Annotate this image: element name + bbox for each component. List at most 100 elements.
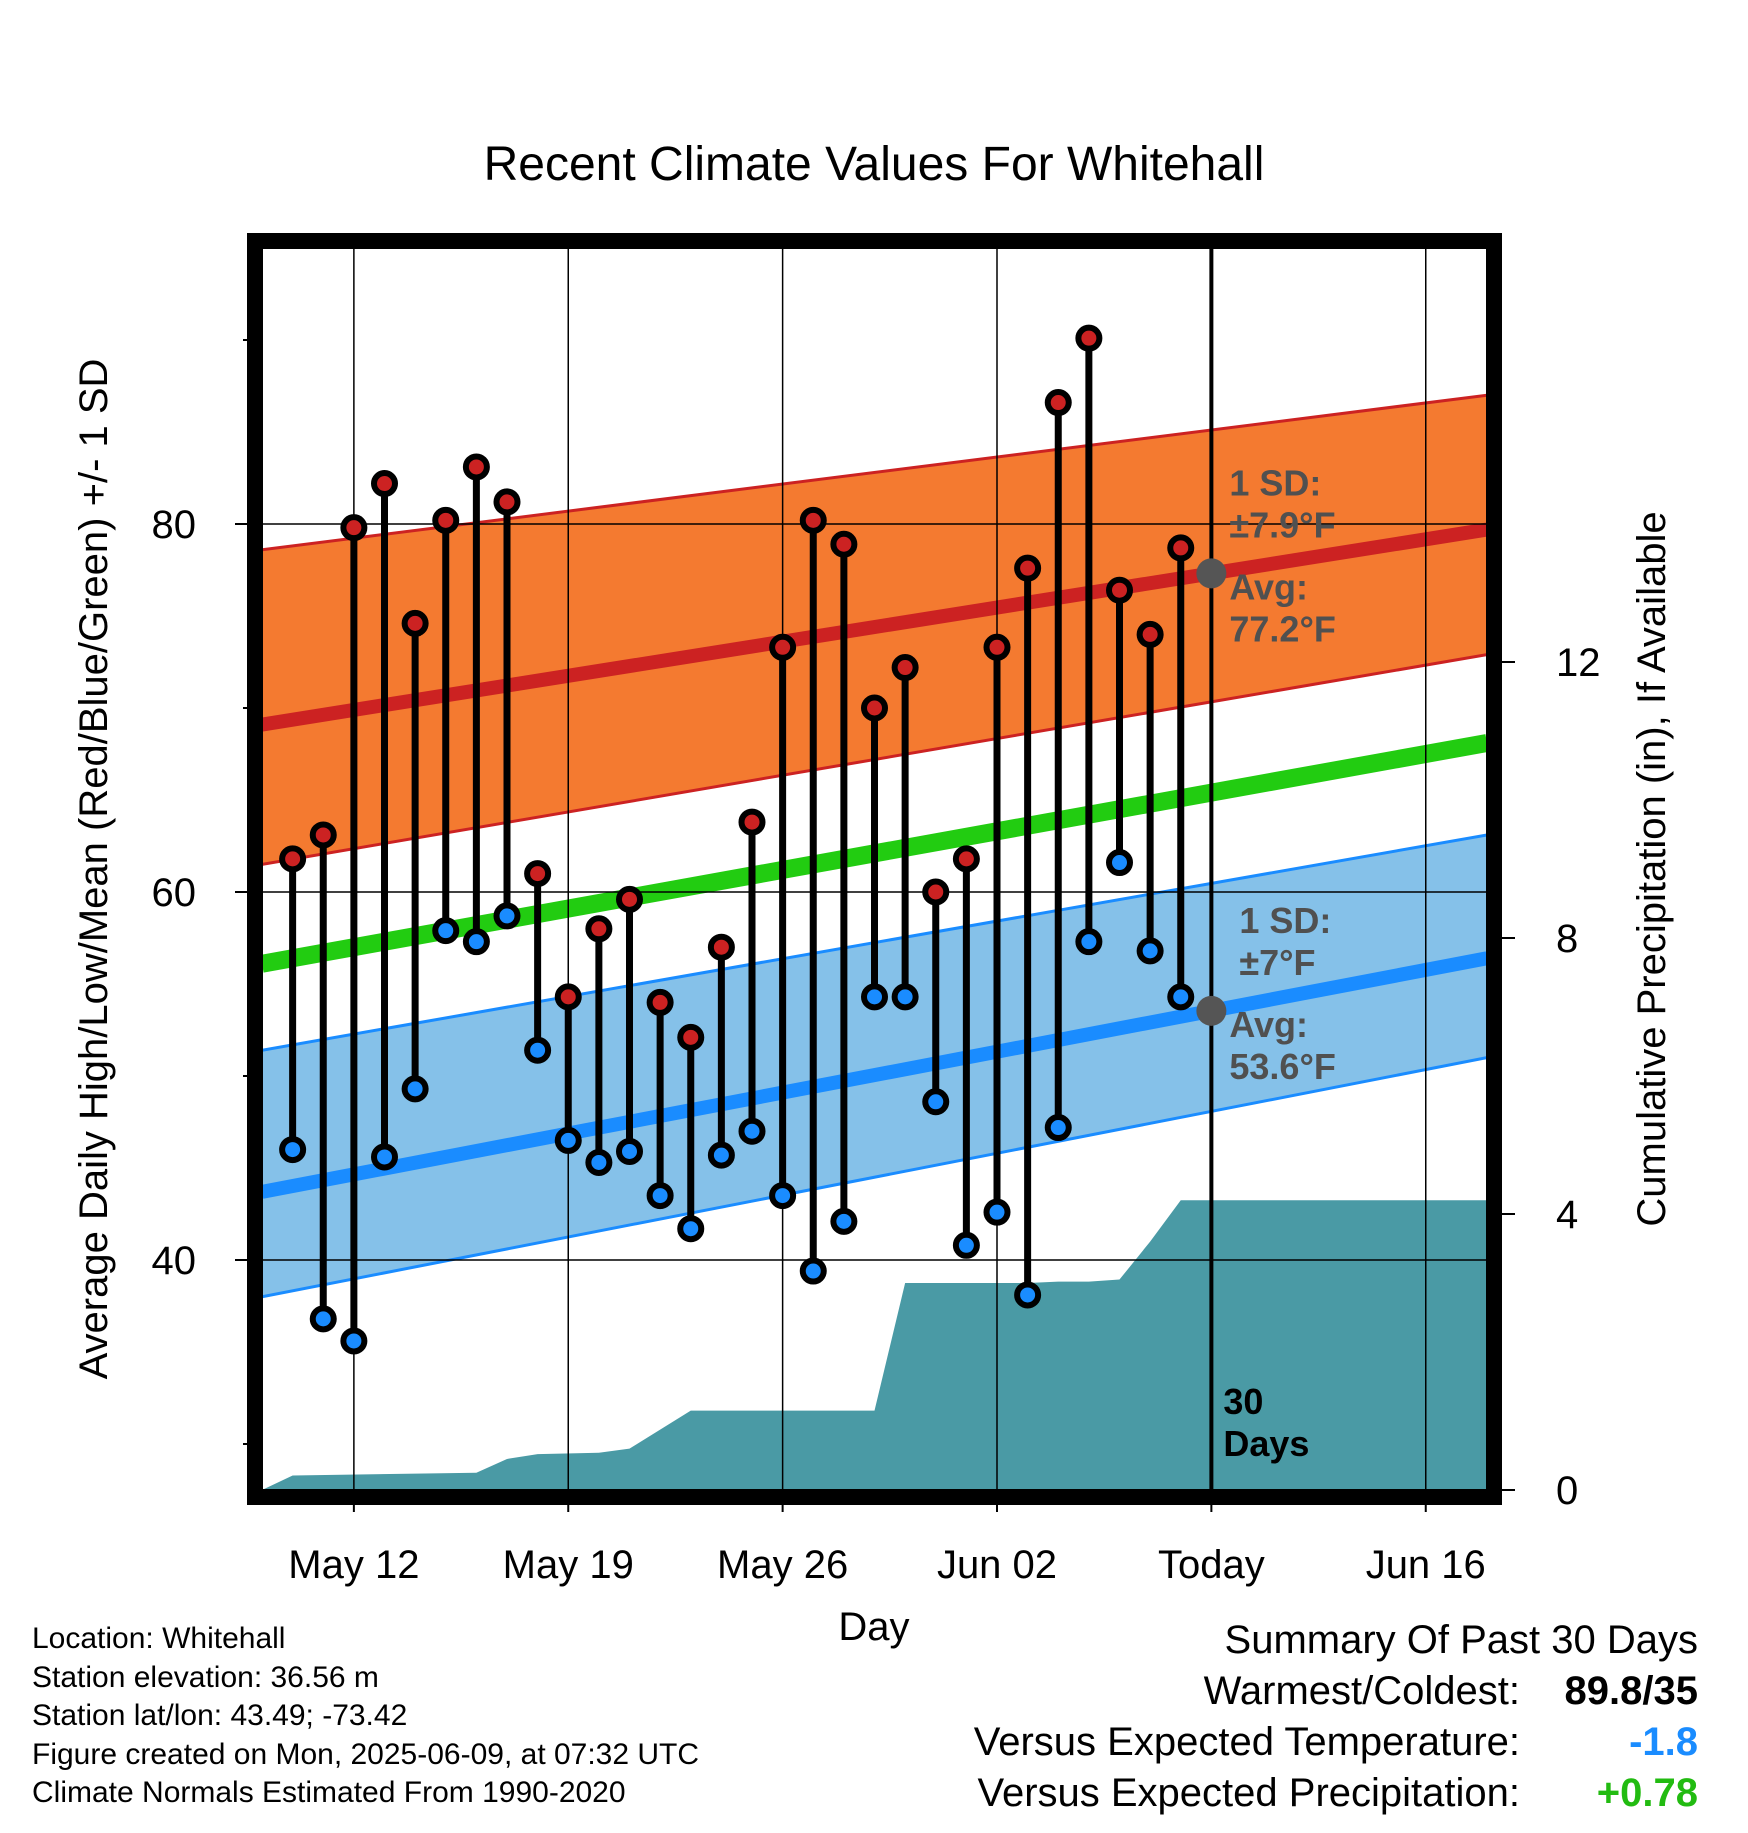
daily-high-point <box>738 808 766 836</box>
y2-tick-label: 12 <box>1556 641 1601 685</box>
precip-anomaly-label: Versus Expected Precipitation: <box>977 1771 1520 1815</box>
y-tick-label: 40 <box>152 1239 197 1283</box>
chart-title: Recent Climate Values For Whitehall <box>484 138 1265 191</box>
daily-high-point <box>279 845 307 873</box>
plot-frame <box>247 233 1502 1505</box>
low-avg-value: 53.6°F <box>1229 1046 1335 1087</box>
daily-low-point <box>861 983 888 1011</box>
normals-text: Climate Normals Estimated From 1990-2020 <box>32 1776 626 1809</box>
daily-high-point <box>554 983 582 1011</box>
temp-anomaly-label: Versus Expected Temperature: <box>973 1720 1520 1764</box>
daily-low-point <box>401 1075 429 1103</box>
daily-low-point <box>677 1215 705 1243</box>
daily-low-point <box>1106 849 1133 877</box>
daily-high-point <box>1167 534 1195 562</box>
low-sd-value: ±7°F <box>1239 942 1315 983</box>
daily-low-point <box>799 1257 827 1285</box>
y-tick-label: 80 <box>152 503 197 547</box>
daily-high-point <box>401 609 429 637</box>
today-high-avg-marker <box>1196 558 1227 589</box>
daily-high-point <box>1136 620 1164 648</box>
x-tick-label: May 12 <box>288 1543 419 1587</box>
daily-high-point <box>952 845 980 873</box>
daily-low-point <box>769 1182 797 1210</box>
daily-low-point <box>585 1148 613 1176</box>
location-text: Location: Whitehall <box>32 1622 286 1655</box>
days-label-text: Days <box>1223 1423 1309 1464</box>
daily-low-point <box>922 1088 950 1116</box>
station-info: Location: Whitehall Station elevation: 3… <box>32 1620 699 1813</box>
x-tick-label: May 26 <box>717 1543 848 1587</box>
warmest-value: 89.8/35 <box>1564 1669 1698 1713</box>
precip-anomaly-value: +0.78 <box>1596 1771 1698 1815</box>
daily-high-point <box>891 654 919 682</box>
x-tick-label: Today <box>1158 1543 1265 1587</box>
summary-title-row: Summary Of Past 30 Days <box>938 1618 1698 1669</box>
daily-high-point <box>1044 389 1072 417</box>
y2-tick-label: 8 <box>1556 917 1578 961</box>
daily-low-point <box>309 1305 337 1333</box>
daily-high-point <box>432 506 460 534</box>
low-avg-label: Avg: <box>1229 1004 1308 1045</box>
daily-low-point <box>432 917 460 945</box>
daily-high-point <box>983 633 1011 661</box>
daily-high-point <box>1106 576 1133 604</box>
daily-low-point <box>554 1126 582 1154</box>
temp-anomaly-value: -1.8 <box>1629 1720 1698 1764</box>
daily-low-point <box>830 1207 858 1235</box>
daily-high-point <box>309 821 337 849</box>
daily-high-point <box>830 530 858 558</box>
daily-low-point <box>462 928 490 956</box>
x-tick-label: May 19 <box>503 1543 634 1587</box>
daily-low-point <box>371 1143 398 1171</box>
daily-high-point <box>616 885 643 913</box>
summary-temp-row: Versus Expected Temperature: -1.8 <box>938 1720 1698 1771</box>
y2-tick-label: 4 <box>1556 1193 1578 1237</box>
warmest-label: Warmest/Coldest: <box>1203 1669 1520 1713</box>
latlon-text: Station lat/lon: 43.49; -73.42 <box>32 1699 408 1732</box>
high-sd-label: 1 SD: <box>1229 462 1321 503</box>
summary-warmest-row: Warmest/Coldest: 89.8/35 <box>938 1669 1698 1720</box>
high-avg-line <box>262 522 1487 732</box>
daily-low-point <box>616 1137 643 1165</box>
y2-tick-label: 0 <box>1556 1469 1578 1513</box>
x-tick-label: Jun 16 <box>1366 1543 1486 1587</box>
daily-low-point <box>983 1198 1011 1226</box>
x-axis-label: Day <box>838 1605 909 1649</box>
summary-panel: Summary Of Past 30 Days Warmest/Coldest:… <box>938 1618 1698 1822</box>
daily-high-point <box>462 453 490 481</box>
daily-high-point <box>340 514 368 542</box>
high-avg-value: 77.2°F <box>1229 608 1335 649</box>
y2-axis-label: Cumulative Precipitation (in), If Availa… <box>1630 511 1674 1226</box>
daily-low-point <box>524 1036 552 1064</box>
today-low-avg-marker <box>1196 995 1227 1026</box>
low-avg-line <box>262 951 1487 1199</box>
daily-high-point <box>646 988 674 1016</box>
daily-low-point <box>340 1327 368 1355</box>
low-sd-band-lower <box>262 1056 1487 1299</box>
low-sd-label: 1 SD: <box>1239 900 1331 941</box>
daily-high-point <box>769 633 797 661</box>
x-tick-label: Jun 02 <box>937 1543 1057 1587</box>
daily-low-point <box>738 1117 766 1145</box>
daily-low-point <box>493 902 521 930</box>
daily-high-point <box>707 933 735 961</box>
daily-low-point <box>279 1136 307 1164</box>
daily-low-point <box>1136 937 1164 965</box>
high-avg-label: Avg: <box>1229 566 1308 607</box>
elevation-text: Station elevation: 36.56 m <box>32 1660 379 1694</box>
daily-high-point <box>922 878 950 906</box>
daily-low-point <box>1044 1114 1072 1142</box>
daily-high-point <box>524 860 552 888</box>
daily-high-point <box>799 506 827 534</box>
daily-high-point <box>371 470 398 498</box>
summary-precip-row: Versus Expected Precipitation: +0.78 <box>938 1771 1698 1822</box>
high-sd-value: ±7.9°F <box>1229 504 1335 545</box>
created-text: Figure created on Mon, 2025-06-09, at 07… <box>32 1737 700 1771</box>
summary-title: Summary Of Past 30 Days <box>1224 1618 1698 1662</box>
precip-area <box>262 1200 1487 1490</box>
daily-low-point <box>952 1231 980 1259</box>
daily-low-point <box>646 1182 674 1210</box>
